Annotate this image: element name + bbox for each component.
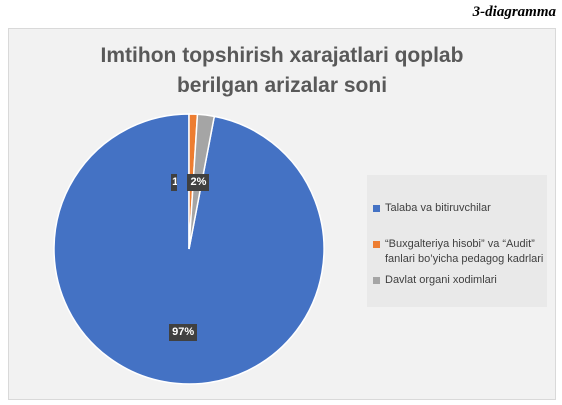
legend-label-students-line-1: Talaba va bitiruvchilar: [385, 202, 491, 214]
legend-item-teachers[interactable]: “Buxgalteriya hisobi” va “Audit” fanlari…: [373, 237, 543, 267]
legend-label-students: Talaba va bitiruvchilar: [385, 201, 491, 216]
legend-label-teachers-line-1: “Buxgalteriya hisobi” va “Audit”: [385, 238, 535, 250]
legend-swatch-students: [373, 205, 380, 212]
data-label-teachers: 1%: [171, 173, 178, 191]
data-label-officials: 2%: [187, 174, 210, 192]
legend: Talaba va bitiruvchilar “Buxgalteriya hi…: [367, 175, 547, 307]
legend-label-teachers-line-2: fanlari bo’yicha pedagog kadrlari: [385, 253, 544, 265]
legend-swatch-teachers: [373, 241, 380, 248]
figure-caption: 3-diagramma: [472, 4, 556, 20]
legend-swatch-officials: [373, 277, 380, 284]
legend-label-officials: Davlat organi xodimlari: [385, 273, 497, 288]
chart-area: Imtihon topshirish xarajatlari qoplab be…: [8, 28, 556, 400]
data-label-students: 97%: [169, 324, 198, 342]
chart-title-line-1: Imtihon topshirish xarajatlari qoplab: [100, 44, 464, 67]
legend-item-students[interactable]: Talaba va bitiruvchilar: [373, 201, 491, 216]
chart-title: Imtihon topshirish xarajatlari qoplab be…: [9, 41, 555, 101]
legend-item-officials[interactable]: Davlat organi xodimlari: [373, 273, 497, 288]
chart-title-line-2: berilgan arizalar soni: [176, 74, 388, 97]
legend-label-teachers: “Buxgalteriya hisobi” va “Audit” fanlari…: [385, 237, 543, 267]
legend-label-officials-line-1: Davlat organi xodimlari: [385, 274, 497, 286]
